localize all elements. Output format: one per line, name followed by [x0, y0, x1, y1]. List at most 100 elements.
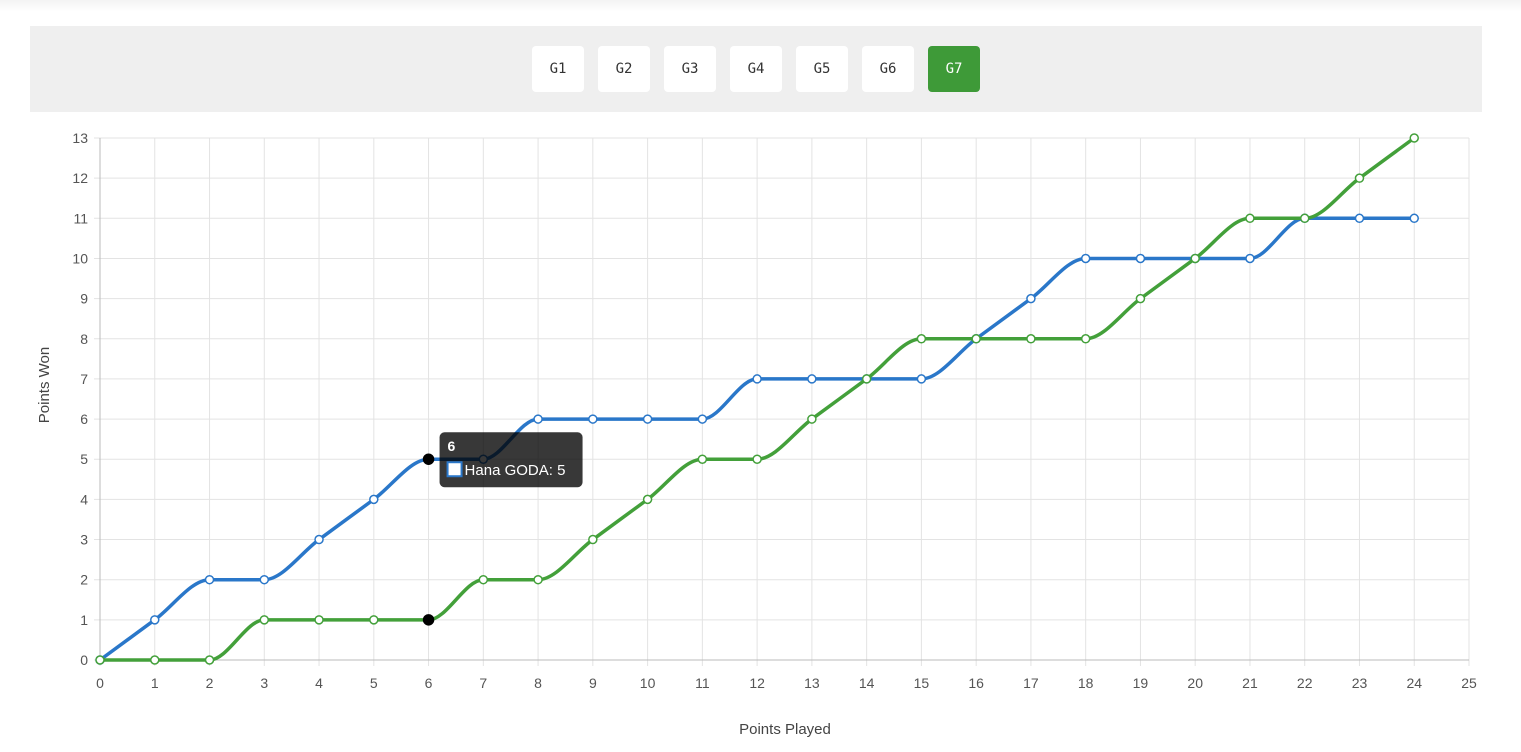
x-tick-label: 18	[1078, 675, 1094, 691]
tab-g7[interactable]: G7	[928, 46, 980, 92]
x-tick-label: 0	[96, 675, 104, 691]
y-tick-label: 6	[80, 411, 88, 427]
x-tick-label: 20	[1187, 675, 1203, 691]
data-point[interactable]	[204, 574, 215, 585]
data-point[interactable]	[422, 453, 435, 465]
x-tick-label: 7	[479, 675, 487, 691]
y-tick-label: 9	[80, 291, 88, 307]
y-tick-label: 13	[72, 130, 88, 146]
x-tick-label: 13	[804, 675, 820, 691]
data-point[interactable]	[697, 414, 708, 424]
data-point[interactable]	[1080, 253, 1091, 264]
tooltip-swatch	[446, 461, 463, 478]
x-tick-label: 4	[315, 675, 323, 691]
data-point[interactable]	[259, 615, 270, 625]
x-tick-label: 17	[1023, 675, 1039, 691]
y-tick-label: 4	[80, 491, 88, 507]
data-point[interactable]	[1026, 334, 1036, 344]
x-tick-label: 24	[1406, 675, 1422, 691]
y-tick-label: 8	[80, 331, 88, 347]
data-point[interactable]	[807, 414, 817, 424]
x-tick-label: 23	[1352, 675, 1368, 691]
y-tick-label: 7	[80, 371, 88, 387]
y-axis-title: Points Won	[36, 347, 53, 423]
y-tick-label: 5	[80, 451, 88, 467]
x-tick-label: 10	[640, 675, 656, 691]
y-tick-label: 2	[80, 572, 88, 588]
series-lines	[95, 133, 1419, 665]
data-point[interactable]	[752, 454, 762, 464]
data-point[interactable]	[861, 374, 872, 384]
x-tick-label: 6	[425, 675, 433, 691]
y-tick-label: 1	[80, 612, 88, 628]
tooltip-label: Hana GODA: 5	[465, 462, 566, 479]
data-point[interactable]	[259, 574, 270, 585]
data-point[interactable]	[1135, 253, 1146, 264]
data-point[interactable]	[1354, 173, 1365, 183]
x-tick-label: 19	[1133, 675, 1149, 691]
data-point[interactable]	[533, 574, 543, 585]
tab-g4[interactable]: G4	[730, 46, 782, 92]
data-point[interactable]	[314, 615, 324, 625]
data-point[interactable]	[697, 454, 708, 464]
data-point[interactable]	[1245, 253, 1255, 264]
tab-g2[interactable]: G2	[598, 46, 650, 92]
data-point[interactable]	[971, 334, 981, 344]
tab-g3[interactable]: G3	[664, 46, 716, 92]
data-point[interactable]	[1135, 293, 1146, 304]
data-point[interactable]	[95, 655, 105, 665]
game-selector: G1 G2 G3 G4 G5 G6 G7	[30, 26, 1482, 112]
data-point[interactable]	[916, 374, 927, 384]
data-point[interactable]	[478, 574, 489, 585]
x-tick-label: 16	[968, 675, 984, 691]
data-point[interactable]	[150, 655, 160, 665]
tab-g5[interactable]: G5	[796, 46, 848, 92]
axes: 0 1 2 3 4 5 6 7 8 9 10 11 12 13 14 15 16 17 18 19 20 21 22 23 24…	[72, 130, 1477, 691]
data-point[interactable]	[1026, 293, 1036, 304]
top-shadow-bar	[0, 0, 1521, 12]
data-point[interactable]	[588, 414, 598, 424]
tab-g6[interactable]: G6	[862, 46, 914, 92]
data-point[interactable]	[916, 334, 927, 344]
y-tick-label: 10	[72, 250, 88, 266]
x-tick-label: 14	[859, 675, 875, 691]
data-point[interactable]	[422, 614, 435, 626]
y-tick-label: 3	[80, 532, 88, 548]
x-tick-label: 25	[1461, 675, 1477, 691]
x-tick-label: 21	[1242, 675, 1258, 691]
data-point[interactable]	[204, 655, 215, 665]
data-point[interactable]	[314, 534, 324, 545]
data-point[interactable]	[642, 414, 653, 424]
x-tick-label: 3	[260, 675, 268, 691]
data-point[interactable]	[1409, 213, 1419, 224]
x-tick-label: 15	[914, 675, 930, 691]
data-point[interactable]	[752, 374, 762, 384]
data-point[interactable]	[1299, 213, 1310, 224]
data-point[interactable]	[1080, 334, 1091, 344]
data-point[interactable]	[1409, 133, 1419, 143]
x-tick-label: 5	[370, 675, 378, 691]
x-tick-label: 22	[1297, 675, 1313, 691]
data-point[interactable]	[1190, 253, 1200, 264]
data-point[interactable]	[642, 494, 653, 505]
data-point[interactable]	[1354, 213, 1365, 224]
data-point[interactable]	[150, 615, 160, 625]
tab-g1[interactable]: G1	[532, 46, 584, 92]
data-point[interactable]	[369, 494, 379, 505]
data-point[interactable]	[369, 615, 379, 625]
data-point[interactable]	[588, 534, 598, 545]
y-tick-label: 12	[72, 170, 88, 186]
x-tick-label: 2	[206, 675, 214, 691]
x-tick-label: 12	[749, 675, 765, 691]
tooltip: 6 Hana GODA: 5	[439, 432, 583, 488]
data-point[interactable]	[1245, 213, 1255, 224]
tooltip-title: 6	[448, 438, 456, 454]
x-axis-title: Points Played	[739, 721, 831, 738]
tooltip-box	[439, 432, 583, 488]
data-point[interactable]	[807, 374, 817, 384]
x-tick-label: 11	[695, 675, 710, 691]
y-tick-label: 0	[80, 652, 88, 668]
data-point[interactable]	[533, 414, 543, 424]
x-tick-label: 9	[589, 675, 597, 691]
